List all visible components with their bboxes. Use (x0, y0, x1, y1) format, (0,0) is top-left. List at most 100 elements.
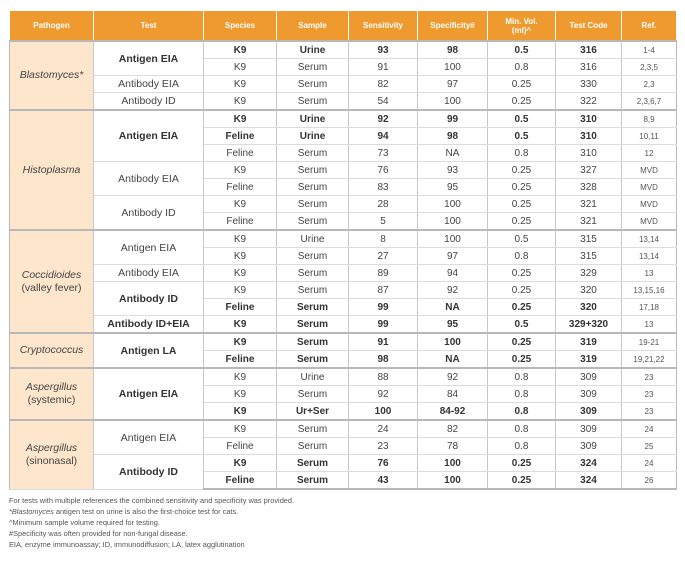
sample-cell: Urine (276, 40, 349, 59)
table-row: Antibody ID+EIA K9 Serum 99 95 0.5 329+320 13 (10, 315, 677, 334)
ref-cell: MVD (621, 195, 677, 213)
ref-cell: 8,9 (621, 109, 677, 128)
sample-cell: Ur+Ser (276, 402, 349, 421)
test-code-cell: 316 (555, 58, 622, 76)
pathogen-subtitle: (systemic) (27, 394, 76, 406)
test-code-cell: 321 (555, 195, 622, 213)
species-cell: Feline (203, 178, 277, 196)
specificity-cell: 92 (417, 281, 488, 299)
footnotes: For tests with multiple references the c… (9, 495, 676, 550)
table-row: Aspergillus (systemic) Antigen EIA K9 Urine 8… (9, 367, 677, 421)
species-cell: K9 (203, 247, 277, 265)
sample-cell: Serum (276, 332, 349, 351)
ref-cell: 24 (621, 419, 677, 438)
sensitivity-cell: 28 (348, 195, 418, 213)
species-cell: K9 (203, 332, 277, 351)
test-name-cell: Antibody ID (93, 454, 204, 490)
pathogen-cell: Aspergillus (sinonasal) (9, 419, 94, 490)
sensitivity-cell: 82 (348, 75, 418, 93)
species-cell: K9 (203, 385, 277, 403)
test-code-cell: 327 (555, 161, 622, 179)
ref-cell: 23 (621, 385, 677, 403)
ref-cell: 25 (621, 437, 677, 455)
test-name-cell: Antibody ID+EIA (93, 315, 204, 334)
sensitivity-cell: 8 (348, 229, 418, 248)
specificity-cell: 95 (417, 178, 488, 196)
sensitivity-cell: 83 (348, 178, 418, 196)
ref-cell: 13 (621, 264, 677, 282)
test-name-cell: Antibody ID (93, 195, 204, 231)
footnote: #Specificity was often provided for non-… (9, 529, 188, 538)
test-code-cell: 309 (555, 367, 622, 386)
test-code-cell: 309 (555, 402, 622, 421)
sensitivity-cell: 76 (348, 454, 418, 472)
sensitivity-cell: 89 (348, 264, 418, 282)
min-volume-cell: 0.25 (487, 75, 556, 93)
min-volume-cell: 0.25 (487, 92, 556, 111)
sample-cell: Serum (276, 195, 349, 213)
sample-cell: Serum (276, 419, 349, 438)
min-volume-cell: 0.25 (487, 298, 556, 316)
species-cell: K9 (203, 75, 277, 93)
table-row: Blastomyces* Antigen EIA K9 Urine 93 98 0.5 316… (9, 40, 677, 111)
test-code-cell: 310 (555, 144, 622, 162)
footnote: *Blastomyces antigen test on urine is al… (9, 506, 676, 517)
test-code-cell: 315 (555, 247, 622, 265)
specificity-cell: 100 (417, 229, 488, 248)
pathogen-subtitle: (valley fever) (21, 281, 82, 294)
min-volume-cell: 0.25 (487, 350, 556, 369)
species-cell: Feline (203, 212, 277, 231)
sensitivity-cell: 92 (348, 385, 418, 403)
sample-cell: Serum (276, 75, 349, 93)
pathogen-cell: Cryptococcus (9, 332, 94, 369)
table-row: Coccidioides (valley fever) Antigen EIA K9 U… (9, 229, 677, 334)
species-cell: K9 (203, 40, 277, 59)
specificity-cell: 93 (417, 161, 488, 179)
fungal-test-table: Pathogen Test Species Sample Sensitivity… (9, 10, 677, 490)
ref-cell: 12 (621, 144, 677, 162)
min-volume-cell: 0.8 (487, 419, 556, 438)
specificity-cell: 84-92 (417, 402, 488, 421)
species-cell: K9 (203, 315, 277, 334)
min-volume-cell: 0.5 (487, 40, 556, 59)
footnote: For tests with multiple references the c… (9, 496, 295, 505)
ref-cell: 19-21 (621, 332, 677, 351)
test-code-cell: 322 (555, 92, 622, 111)
min-volume-cell: 0.25 (487, 178, 556, 196)
ref-cell: MVD (621, 178, 677, 196)
species-cell: Feline (203, 350, 277, 369)
test-name-cell: Antibody ID (93, 92, 204, 111)
min-volume-cell: 0.8 (487, 144, 556, 162)
specificity-cell: 94 (417, 264, 488, 282)
sensitivity-cell: 87 (348, 281, 418, 299)
specificity-cell: 98 (417, 127, 488, 145)
sample-cell: Serum (276, 178, 349, 196)
pathogen-cell: Aspergillus (systemic) (9, 367, 94, 421)
ref-cell: 13,14 (621, 229, 677, 248)
header-specificity: Specificity# (417, 10, 488, 42)
specificity-cell: 97 (417, 247, 488, 265)
pathogen-name: Cryptococcus (19, 344, 84, 356)
sample-cell: Urine (276, 127, 349, 145)
sensitivity-cell: 100 (348, 402, 418, 421)
header-species: Species (203, 10, 277, 42)
footnote: EIA, enzyme immunoassay; ID, immunodiffu… (9, 540, 245, 549)
test-name-cell: Antibody EIA (93, 75, 204, 93)
species-cell: Feline (203, 471, 277, 490)
min-volume-cell: 0.25 (487, 161, 556, 179)
species-cell: K9 (203, 195, 277, 213)
species-cell: K9 (203, 281, 277, 299)
sensitivity-cell: 93 (348, 40, 418, 59)
specificity-cell: 84 (417, 385, 488, 403)
table-row: Feline Serum 99 NA 0.25 320 17,18 (10, 298, 677, 316)
specificity-cell: NA (417, 350, 488, 369)
min-volume-cell: 0.8 (487, 367, 556, 386)
sample-cell: Serum (276, 144, 349, 162)
min-volume-cell: 0.25 (487, 454, 556, 472)
table-row: Antibody EIA K9 Serum 76 93 0.25 327 MVD (10, 161, 677, 196)
ref-cell: 23 (621, 367, 677, 386)
sample-cell: Serum (276, 247, 349, 265)
table-row: Cryptococcus Antigen LA K9 Serum 91 100 0.25 31… (9, 332, 677, 369)
test-name-cell: Antibody ID (93, 281, 204, 316)
ref-cell: 13,14 (621, 247, 677, 265)
